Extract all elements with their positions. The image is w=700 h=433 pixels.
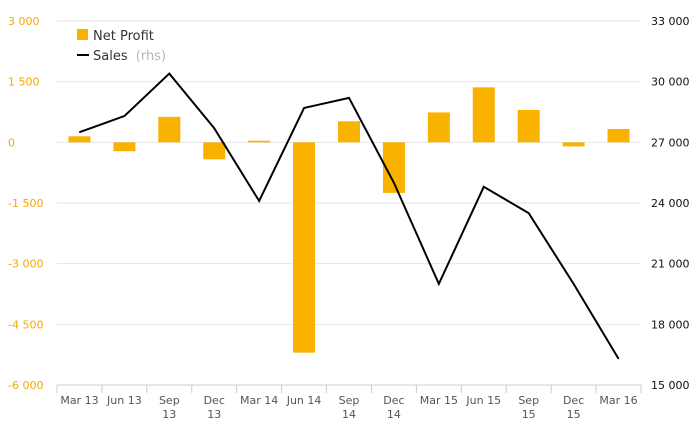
x-axis-tick-label-line: Mar 13 bbox=[60, 394, 98, 407]
left-axis-tick-label: 0 bbox=[8, 136, 15, 149]
x-axis-tick-label-line: Jun 15 bbox=[465, 394, 501, 407]
x-axis-tick-label-line: Jun 13 bbox=[106, 394, 142, 407]
left-axis-tick-label: -4 500 bbox=[8, 318, 43, 331]
net-profit-bar bbox=[427, 112, 450, 143]
sales-legend-rhs-label: (rhs) bbox=[136, 49, 166, 64]
right-axis-tick-label: 27 000 bbox=[651, 136, 690, 149]
net-profit-bar bbox=[158, 116, 181, 143]
net-profit-bars bbox=[68, 87, 630, 353]
x-axis-tick-label-line: 15 bbox=[522, 408, 536, 421]
right-axis-tick-label: 21 000 bbox=[651, 258, 690, 271]
net-profit-bar bbox=[203, 142, 226, 160]
x-axis-tick-label: Mar 13 bbox=[60, 394, 98, 407]
x-axis-tick-label-line: Dec bbox=[383, 394, 404, 407]
grid bbox=[57, 20, 641, 386]
x-axis-tick-label-line: Sep bbox=[518, 394, 539, 407]
sales-line-point bbox=[213, 127, 215, 129]
right-axis-tick-label: 15 000 bbox=[651, 379, 690, 392]
axes: 3 000 1 500 0 -1 500 -3 000 -4 500 -6 000 33 00… bbox=[8, 15, 690, 421]
x-axis-tick-label: Dec 13 bbox=[204, 394, 225, 421]
x-axis-tick-label-line: Dec bbox=[204, 394, 225, 407]
right-axis-tick-label: 24 000 bbox=[651, 197, 690, 210]
net-profit-bar bbox=[562, 142, 585, 147]
x-axis-tick-label: Jun 13 bbox=[106, 394, 142, 407]
x-axis-tick-label: Jun 14 bbox=[286, 394, 322, 407]
left-axis-tick-label: -1 500 bbox=[8, 197, 43, 210]
sales-line-point bbox=[78, 131, 80, 133]
sales-line-point bbox=[528, 212, 530, 214]
x-axis-tick-label-line: Mar 14 bbox=[240, 394, 278, 407]
x-axis-tick-label-line: Jun 14 bbox=[286, 394, 322, 407]
x-axis-tick-label-line: Dec bbox=[563, 394, 584, 407]
net-profit-bar bbox=[293, 142, 316, 353]
net-profit-legend-label: Net Profit bbox=[93, 29, 154, 44]
sales-line-point bbox=[483, 186, 485, 188]
sales-line-point bbox=[438, 283, 440, 285]
right-axis-tick-label: 33 000 bbox=[651, 15, 690, 28]
sales-line-point bbox=[348, 97, 350, 99]
sales-legend-label: Sales (rhs) bbox=[93, 49, 166, 64]
x-axis-tick-label: Sep 14 bbox=[339, 394, 360, 421]
right-axis-tick-label: 18 000 bbox=[651, 318, 690, 331]
x-axis-tick-label-line: Sep bbox=[159, 394, 180, 407]
left-axis-tick-label: -6 000 bbox=[8, 379, 43, 392]
sales-line-series bbox=[78, 72, 620, 360]
x-axis-tick-label: Dec 14 bbox=[383, 394, 404, 421]
net-profit-bar bbox=[68, 136, 91, 143]
x-axis-tick-label: Jun 15 bbox=[465, 394, 501, 407]
x-axis-tick-label: Mar 16 bbox=[599, 394, 637, 407]
sales-line-point bbox=[573, 283, 575, 285]
left-axis-tick-label: 3 000 bbox=[8, 15, 40, 28]
x-axis-tick-label-line: Mar 15 bbox=[420, 394, 458, 407]
net-profit-bar bbox=[607, 128, 630, 143]
sales-line-point bbox=[258, 200, 260, 202]
sales-line-point bbox=[393, 182, 395, 184]
net-profit-bar bbox=[248, 140, 271, 143]
sales-legend-main-label: Sales bbox=[93, 49, 128, 64]
x-axis-tick-label: Sep 13 bbox=[159, 394, 180, 421]
legend: Net Profit Sales (rhs) bbox=[77, 29, 166, 64]
net-profit-bar bbox=[113, 142, 136, 152]
x-axis-tick-label-line: 13 bbox=[207, 408, 221, 421]
sales-line-point bbox=[123, 115, 125, 117]
sales-line-point bbox=[303, 107, 305, 109]
x-axis-tick-label: Mar 14 bbox=[240, 394, 278, 407]
x-axis-tick-label-line: Mar 16 bbox=[599, 394, 637, 407]
x-axis-tick-label-line: 14 bbox=[342, 408, 356, 421]
right-axis-tick-label: 30 000 bbox=[651, 76, 690, 89]
sales-line-point bbox=[168, 73, 170, 75]
left-axis-tick-label: -3 000 bbox=[8, 258, 43, 271]
x-axis-tick-label: Sep 15 bbox=[518, 394, 539, 421]
sales-line-point bbox=[618, 358, 620, 360]
x-axis-tick-label-line: Sep bbox=[339, 394, 360, 407]
x-axis-tick-label: Mar 15 bbox=[420, 394, 458, 407]
x-axis-tick-label: Dec 15 bbox=[563, 394, 584, 421]
x-axis-tick-label-line: 15 bbox=[567, 408, 581, 421]
x-axis-tick-label-line: 13 bbox=[162, 408, 176, 421]
net-profit-bar bbox=[472, 87, 495, 143]
net-profit-bar bbox=[517, 109, 540, 143]
x-axis-tick-label-line: 14 bbox=[387, 408, 401, 421]
net-profit-bar bbox=[382, 142, 405, 193]
net-profit-bar bbox=[338, 121, 360, 143]
net-profit-legend-marker bbox=[77, 29, 88, 40]
left-axis-tick-label: 1 500 bbox=[8, 76, 40, 89]
